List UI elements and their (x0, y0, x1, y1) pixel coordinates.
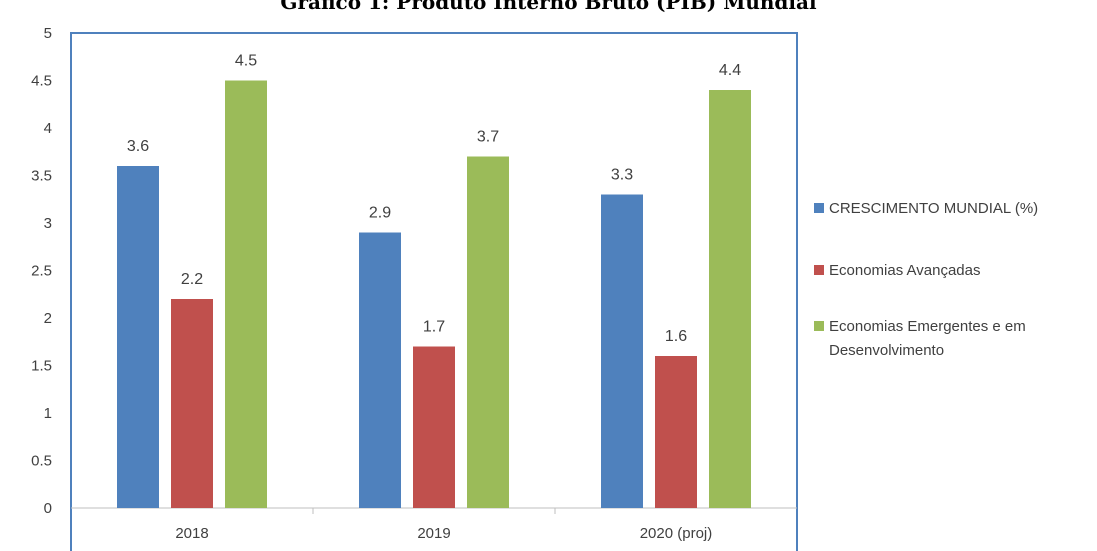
data-label: 1.6 (665, 328, 687, 345)
data-label: 3.6 (127, 138, 149, 155)
x-tick-label: 2020 (proj) (640, 525, 713, 542)
x-tick-label: 2018 (175, 525, 208, 542)
data-label: 1.7 (423, 319, 445, 336)
data-label: 2.9 (369, 205, 391, 222)
bar (467, 156, 509, 508)
data-label: 4.5 (235, 53, 257, 70)
legend-label: Desenvolvimento (829, 342, 944, 359)
y-tick-label: 5 (44, 25, 52, 42)
legend-swatch (814, 203, 824, 213)
y-axis: 0 0.5 1 1.5 2 2.5 3 3.5 4 4.5 5 (31, 25, 52, 517)
y-tick-label: 3 (44, 215, 52, 232)
bar (709, 90, 751, 508)
y-tick-label: 3.5 (31, 168, 52, 185)
bar-series (117, 80, 751, 508)
bar (413, 346, 455, 508)
bar (117, 166, 159, 508)
y-tick-label: 4.5 (31, 73, 52, 90)
data-label: 3.3 (611, 167, 633, 184)
y-tick-label: 2 (44, 310, 52, 327)
data-label: 2.2 (181, 271, 203, 288)
bar (359, 232, 401, 508)
data-label: 4.4 (719, 62, 741, 79)
y-tick-label: 1 (44, 405, 52, 422)
data-label: 3.7 (477, 129, 499, 146)
y-tick-label: 1.5 (31, 358, 52, 375)
y-tick-label: 0.5 (31, 453, 52, 470)
legend-swatch (814, 265, 824, 275)
legend-label: Economias Avançadas (829, 262, 981, 279)
x-axis: 2018 2019 2020 (proj) (175, 508, 712, 542)
y-tick-label: 4 (44, 120, 52, 137)
legend: CRESCIMENTO MUNDIAL (%) Economias Avançad… (814, 200, 1038, 359)
y-tick-label: 2.5 (31, 263, 52, 280)
bar (171, 299, 213, 508)
legend-label: Economias Emergentes e em (829, 318, 1026, 335)
data-labels: 3.6 2.9 3.3 2.2 1.7 1.6 4.5 3.7 4.4 (127, 53, 741, 346)
bar (601, 194, 643, 508)
plot-area-border (70, 32, 798, 551)
y-tick-label: 0 (44, 500, 52, 517)
legend-label: CRESCIMENTO MUNDIAL (%) (829, 200, 1038, 217)
bar (225, 80, 267, 508)
x-tick-label: 2019 (417, 525, 450, 542)
bar (655, 356, 697, 508)
chart-title: Gráfico 1: Produto Interno Bruto (PIB) M… (280, 0, 817, 14)
legend-swatch (814, 321, 824, 331)
